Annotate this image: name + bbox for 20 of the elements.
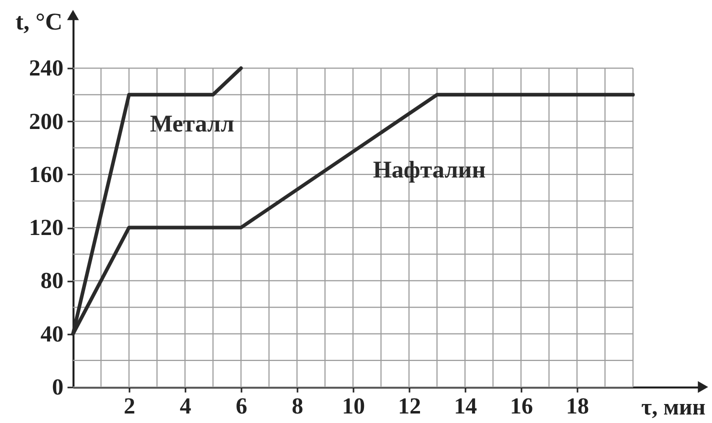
x-tick-label: 6 [236, 394, 248, 418]
y-tick-label: 120 [29, 215, 64, 240]
y-axis-title: t, °C [16, 10, 62, 36]
x-tick-label: 8 [292, 394, 304, 418]
x-tick-label: 16 [510, 394, 533, 418]
series-label: Металл [150, 112, 234, 138]
x-tick-label: 4 [180, 394, 192, 418]
y-tick-label: 40 [40, 321, 64, 346]
series-label: Нафталин [373, 158, 486, 184]
y-tick-label: 0 [52, 374, 64, 400]
x-tick-label: 2 [124, 394, 136, 418]
y-tick-label: 200 [29, 108, 64, 134]
y-tick-label: 160 [29, 162, 64, 187]
x-axis-title: τ, мин [641, 394, 706, 420]
x-tick-label: 14 [454, 394, 478, 418]
y-tick-label: 80 [40, 268, 64, 294]
y-tick-label: 240 [29, 56, 64, 81]
x-tick-label: 10 [342, 394, 365, 418]
x-tick-label: 12 [398, 394, 421, 418]
x-tick-label: 18 [566, 394, 589, 418]
